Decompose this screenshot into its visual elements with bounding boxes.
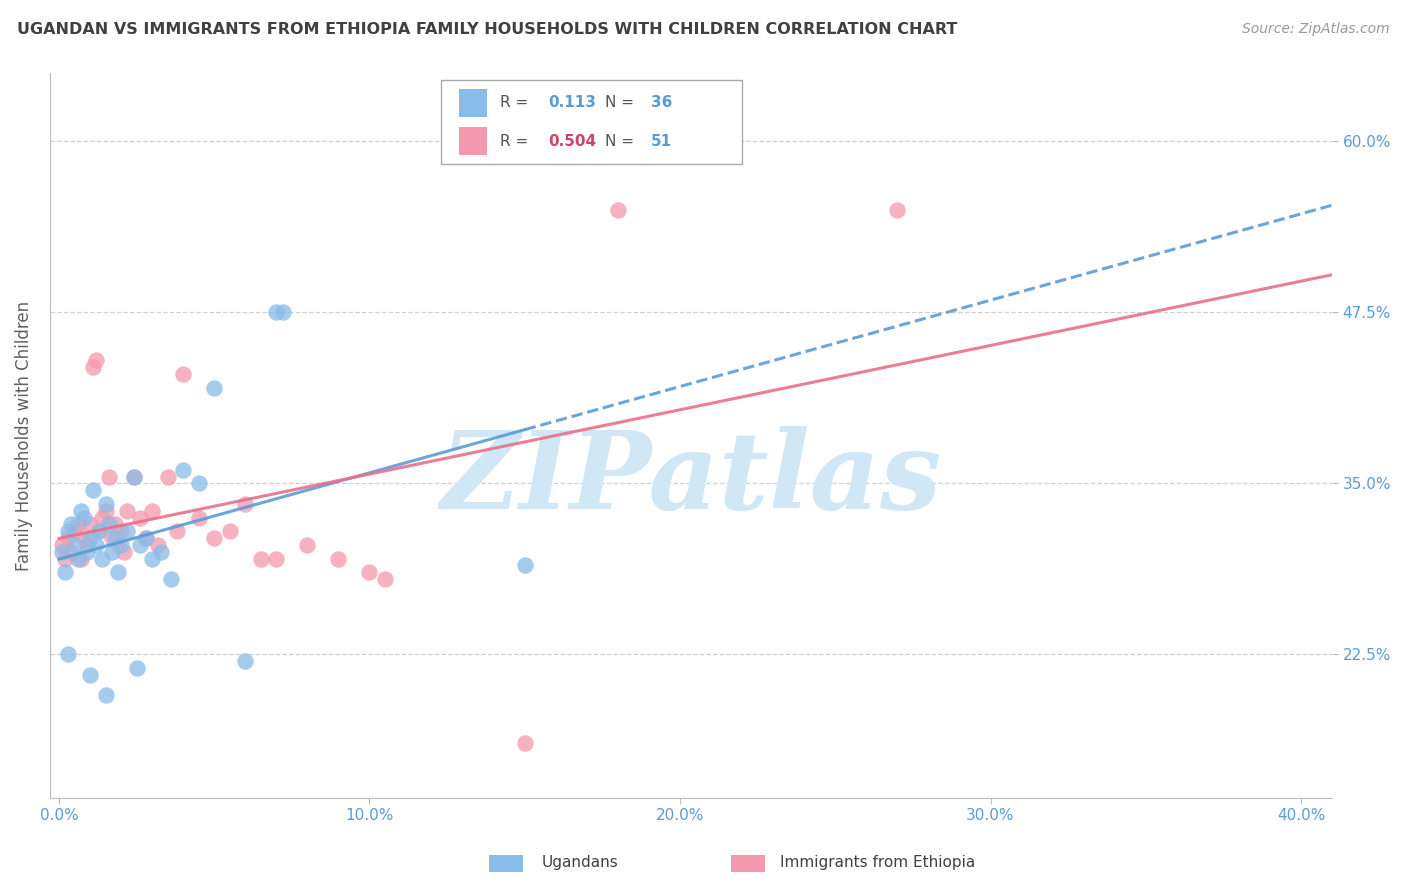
Text: R =: R = [499, 95, 533, 111]
Point [51, 538, 73, 552]
Point [100, 531, 122, 545]
Point [107, 538, 129, 552]
Point [187, 510, 209, 524]
Point [117, 524, 139, 539]
Point [79, 531, 101, 545]
Point [63, 538, 86, 552]
Point [172, 367, 194, 381]
Point [79, 668, 101, 682]
Point [125, 661, 148, 675]
Point [100, 545, 122, 559]
Point [122, 469, 145, 483]
Point [374, 572, 396, 586]
Point [94, 689, 117, 703]
Point [187, 476, 209, 491]
Point [172, 463, 194, 477]
Point [150, 545, 173, 559]
Point [94, 504, 117, 518]
Text: 0.113: 0.113 [548, 95, 596, 111]
Point [60, 517, 83, 532]
Point [250, 551, 273, 566]
Point [84, 538, 107, 552]
Point [89, 524, 111, 539]
Point [84, 353, 107, 368]
Point [233, 654, 256, 668]
Point [94, 497, 117, 511]
Text: N =: N = [605, 95, 638, 111]
Point [159, 572, 181, 586]
Point [69, 504, 91, 518]
FancyBboxPatch shape [441, 80, 742, 163]
Point [110, 538, 132, 552]
Point [218, 524, 240, 539]
Point [63, 524, 86, 539]
Point [513, 736, 536, 750]
Point [73, 510, 96, 524]
Point [513, 558, 536, 573]
Text: Immigrants from Ethiopia: Immigrants from Ethiopia [780, 855, 976, 870]
Point [266, 305, 288, 319]
Point [91, 510, 114, 524]
Point [117, 504, 139, 518]
Point [104, 517, 127, 532]
Point [135, 531, 157, 545]
Point [141, 504, 163, 518]
Point [82, 483, 104, 498]
Point [135, 531, 157, 545]
Point [122, 469, 145, 483]
Text: UGANDAN VS IMMIGRANTS FROM ETHIOPIA FAMILY HOUSEHOLDS WITH CHILDREN CORRELATION : UGANDAN VS IMMIGRANTS FROM ETHIOPIA FAMI… [17, 22, 957, 37]
Point [202, 531, 225, 545]
Point [110, 524, 132, 539]
Y-axis label: Family Households with Children: Family Households with Children [15, 301, 32, 571]
Point [69, 551, 91, 566]
Point [271, 305, 294, 319]
Point [60, 545, 83, 559]
Point [141, 551, 163, 566]
Point [66, 551, 89, 566]
Point [202, 381, 225, 395]
Bar [458, 89, 486, 117]
Point [58, 531, 80, 545]
Point [297, 538, 319, 552]
Point [156, 469, 179, 483]
Text: N =: N = [605, 134, 638, 149]
Point [148, 538, 170, 552]
Point [51, 545, 73, 559]
Point [58, 524, 80, 539]
Point [606, 202, 628, 217]
Point [53, 551, 76, 566]
Point [79, 517, 101, 532]
Point [53, 566, 76, 580]
Point [89, 524, 111, 539]
Text: ZIPatlas: ZIPatlas [440, 426, 942, 532]
Point [233, 497, 256, 511]
Point [97, 469, 120, 483]
Point [328, 551, 350, 566]
Point [112, 545, 135, 559]
Text: 51: 51 [651, 134, 672, 149]
Text: 0.504: 0.504 [548, 134, 596, 149]
Point [886, 202, 908, 217]
Point [104, 531, 127, 545]
Point [266, 551, 288, 566]
Point [107, 566, 129, 580]
Point [58, 648, 80, 662]
Point [166, 524, 188, 539]
Point [76, 538, 98, 552]
Point [82, 360, 104, 375]
Point [76, 545, 98, 559]
Point [73, 531, 96, 545]
Text: Source: ZipAtlas.com: Source: ZipAtlas.com [1241, 22, 1389, 37]
Point [359, 566, 381, 580]
Text: R =: R = [499, 134, 533, 149]
Point [97, 517, 120, 532]
Point [91, 551, 114, 566]
Text: Ugandans: Ugandans [541, 855, 619, 870]
Bar [458, 128, 486, 155]
Point [128, 510, 150, 524]
Point [66, 517, 89, 532]
Text: 36: 36 [651, 95, 672, 111]
Point [128, 538, 150, 552]
